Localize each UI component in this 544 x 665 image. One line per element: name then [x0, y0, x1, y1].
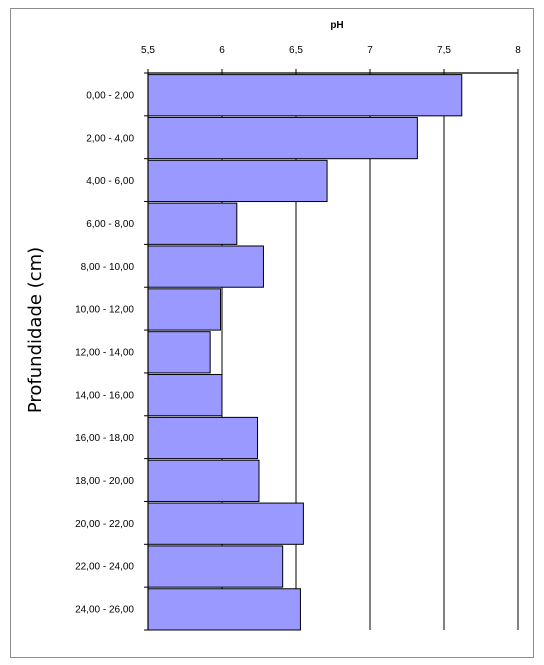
- bar: [147, 116, 418, 160]
- bar: [147, 374, 223, 417]
- axes: [144, 69, 519, 631]
- category-label: 12,00 - 14,00: [75, 348, 134, 359]
- bar: [147, 159, 328, 203]
- bar: [147, 331, 211, 374]
- x-tick-label: 7,5: [437, 45, 451, 56]
- x-tick-label: 8: [515, 45, 521, 56]
- x-tick-label: 5,5: [141, 45, 155, 56]
- bar: [147, 588, 301, 631]
- category-label: 4,00 - 6,00: [86, 176, 134, 187]
- bar: [147, 74, 463, 117]
- category-label: 2,00 - 4,00: [86, 133, 134, 144]
- category-label: 0,00 - 2,00: [86, 90, 134, 101]
- x-tick-label: 7: [367, 45, 373, 56]
- x-tick-label: 6: [219, 45, 225, 56]
- bar: [147, 288, 222, 331]
- bar: [147, 459, 260, 502]
- category-label: 10,00 - 12,00: [75, 305, 134, 316]
- x-tick-label: 6,5: [289, 45, 303, 56]
- category-label: 8,00 - 10,00: [81, 262, 135, 273]
- chart-title: pH: [330, 20, 343, 31]
- category-label: 22,00 - 24,00: [75, 562, 134, 573]
- bar: [147, 545, 284, 588]
- y-axis-label: Profundidade (cm): [25, 247, 46, 413]
- bar: [147, 502, 304, 545]
- category-label: 24,00 - 26,00: [75, 605, 134, 616]
- category-label: 6,00 - 8,00: [86, 219, 134, 230]
- category-label: 14,00 - 16,00: [75, 390, 134, 401]
- x-tick-labels: 5,5 6 6,5 7 7,5 8: [141, 45, 521, 56]
- category-labels: 0,00 - 2,00 2,00 - 4,00 4,00 - 6,00 6,00 - …: [75, 90, 134, 615]
- category-label: 18,00 - 20,00: [75, 476, 134, 487]
- bar: [147, 202, 238, 245]
- bar: [147, 245, 264, 288]
- bar: [147, 416, 259, 460]
- category-label: 16,00 - 18,00: [75, 433, 134, 444]
- bars: [147, 74, 463, 631]
- category-label: 20,00 - 22,00: [75, 519, 134, 530]
